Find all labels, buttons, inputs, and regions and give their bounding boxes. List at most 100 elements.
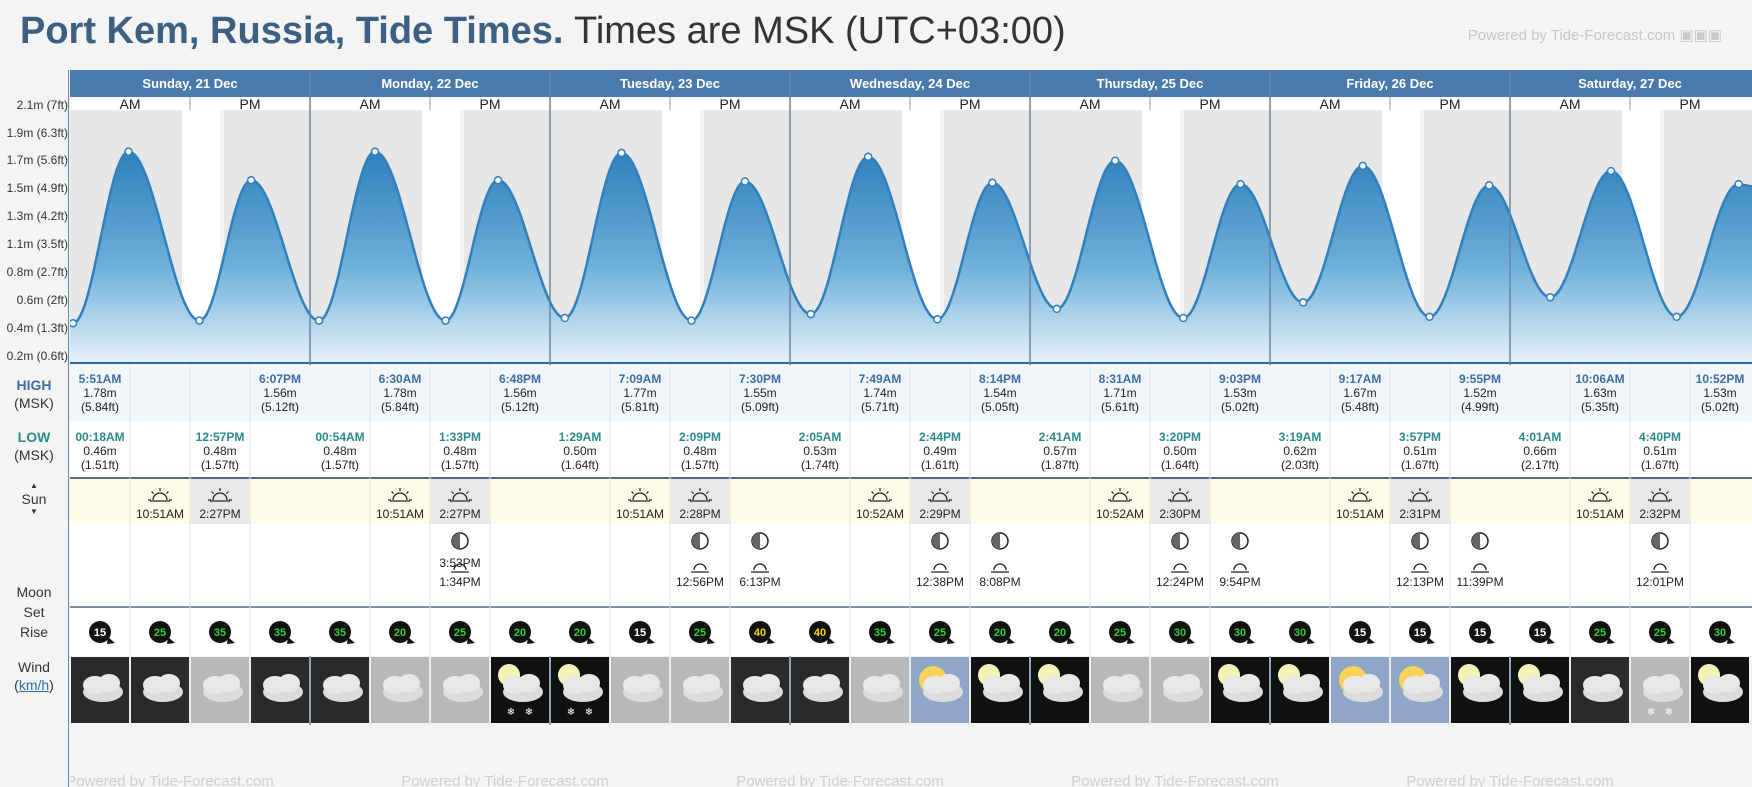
wind-indicator: 30 xyxy=(1169,621,1195,644)
low-tide-marker[interactable] xyxy=(1179,313,1188,323)
weather-cloudy-day-icon xyxy=(851,657,909,723)
sunrise-icon xyxy=(1108,488,1132,502)
low-tide-marker[interactable] xyxy=(560,313,570,323)
wind-speed-circle xyxy=(1649,621,1671,643)
high-tide-marker[interactable] xyxy=(1110,156,1120,165)
high-tide-marker[interactable] xyxy=(1484,181,1494,190)
low-tide-marker[interactable] xyxy=(687,316,696,325)
axis-label: 1.9m (6.3ft) xyxy=(6,126,68,140)
day-header-bar xyxy=(70,70,1752,97)
am-label: AM xyxy=(120,96,141,112)
high-tide-marker[interactable] xyxy=(1236,179,1245,189)
sunrise-sun-arc xyxy=(632,492,648,501)
low-tide-marker[interactable] xyxy=(1425,312,1434,321)
wind-direction-arrow-icon xyxy=(887,637,895,644)
low-tide-marker[interactable] xyxy=(70,318,78,328)
sunset-icon xyxy=(928,488,952,502)
sunset-sun-arc xyxy=(1412,492,1428,501)
low-tide-feet: (1.51ft) xyxy=(81,458,119,472)
cloud-glyph xyxy=(278,674,300,692)
high-tide-marker[interactable] xyxy=(124,147,133,156)
snowflake-icon: ❄ xyxy=(525,707,533,718)
sunset-ray xyxy=(705,491,709,495)
axis-label: 0.4m (1.3ft) xyxy=(6,321,68,335)
sunset-icon xyxy=(448,488,472,502)
wind-speed-value: 15 xyxy=(1534,627,1546,639)
low-tide-marker[interactable] xyxy=(195,316,204,325)
high-tide-marker[interactable] xyxy=(493,175,503,185)
sunrise-time: 10:52AM xyxy=(1096,507,1144,521)
low-tide-time: 2:09PM xyxy=(679,430,721,444)
pm-label: PM xyxy=(720,96,741,112)
wind-speed-value: 15 xyxy=(634,627,646,639)
low-tide-marker[interactable] xyxy=(1545,292,1555,302)
low-tide-marker[interactable] xyxy=(806,309,816,319)
high-tide-feet: (5.48ft) xyxy=(1341,400,1379,414)
cloud-glyph xyxy=(1478,674,1500,692)
low-tide-feet: (1.74ft) xyxy=(801,458,839,472)
sunrise-sun-arc xyxy=(872,492,888,501)
low-tide-marker[interactable] xyxy=(933,315,942,324)
wind-indicator: 30 xyxy=(1289,621,1315,644)
wind-indicator: 35 xyxy=(869,621,895,644)
high-tide-marker[interactable] xyxy=(863,152,873,162)
sunset-time: 2:31PM xyxy=(1399,507,1440,521)
low-tide-metres: 0.46m xyxy=(83,444,116,458)
axis-label: 1.3m (4.2ft) xyxy=(6,209,68,223)
weather-cloudy-day-icon xyxy=(1151,657,1209,723)
wind-direction-arrow-icon xyxy=(167,637,175,644)
low-tide-marker[interactable] xyxy=(441,316,450,325)
wind-unit-link[interactable]: km/h xyxy=(18,677,50,693)
sun-arrow-up-icon: ▲ xyxy=(30,481,38,490)
high-tide-marker[interactable] xyxy=(246,175,256,185)
high-tide-marker[interactable] xyxy=(740,177,750,186)
wind-direction-arrow-icon xyxy=(947,637,955,644)
low-tide-marker[interactable] xyxy=(1672,312,1681,321)
sunset-ray xyxy=(931,491,935,495)
powered-by-badge[interactable]: Powered by Tide-Forecast.com ▣▣▣ xyxy=(1468,26,1722,44)
low-tide-feet: (1.64ft) xyxy=(561,458,599,472)
high-tide-marker[interactable] xyxy=(617,148,626,158)
wind-indicator: 25 xyxy=(1649,621,1675,644)
axis-label: 1.7m (5.6ft) xyxy=(6,153,68,167)
moonrise-time: 8:08PM xyxy=(979,575,1020,589)
high-tide-marker[interactable] xyxy=(370,147,380,156)
wind-indicator: 20 xyxy=(509,621,535,644)
sunrise-ray xyxy=(165,491,169,495)
wind-direction-arrow-icon xyxy=(647,637,655,644)
low-tide-metres: 0.49m xyxy=(923,444,956,458)
high-tide-feet: (5.61ft) xyxy=(1101,400,1139,414)
wind-direction-arrow-icon xyxy=(1127,637,1135,644)
low-tide-metres: 0.57m xyxy=(1043,444,1076,458)
cloud-glyph xyxy=(1538,674,1560,692)
sunset-ray xyxy=(465,491,469,495)
wind-speed-value: 25 xyxy=(934,627,946,639)
pm-label: PM xyxy=(480,96,501,112)
sunrise-ray xyxy=(631,491,635,495)
high-tide-time: 10:06AM xyxy=(1575,372,1624,386)
high-tide-time: 7:09AM xyxy=(619,372,662,386)
am-label: AM xyxy=(1320,96,1341,112)
weather-cloudy-day-icon xyxy=(191,657,249,723)
high-tide-marker[interactable] xyxy=(1358,161,1368,171)
moonrise-icon xyxy=(1173,563,1187,571)
am-label: AM xyxy=(1080,96,1101,112)
high-tide-feet: (5.12ft) xyxy=(261,400,299,414)
low-tide-metres: 0.51m xyxy=(1403,444,1436,458)
high-tide-marker[interactable] xyxy=(1606,166,1616,176)
weather-cloudy-icon xyxy=(791,657,849,723)
pm-label: PM xyxy=(1440,96,1461,112)
high-tide-marker[interactable] xyxy=(1734,179,1743,189)
footer-background xyxy=(70,725,1752,787)
low-tide-marker[interactable] xyxy=(1052,304,1062,314)
low-tide-marker[interactable] xyxy=(1298,298,1308,307)
moonrise-time: 12:24PM xyxy=(1156,575,1204,589)
high-tide-marker[interactable] xyxy=(988,178,997,188)
am-label: AM xyxy=(1560,96,1581,112)
wind-speed-circle xyxy=(449,621,471,643)
title-bar: Port Kem, Russia, Tide Times. Times are … xyxy=(0,0,1752,70)
low-tide-marker[interactable] xyxy=(314,316,324,325)
wind-indicator: 20 xyxy=(389,621,415,644)
weather-cloudy-day-icon xyxy=(1091,657,1149,723)
wind-direction-arrow-icon xyxy=(407,637,415,644)
